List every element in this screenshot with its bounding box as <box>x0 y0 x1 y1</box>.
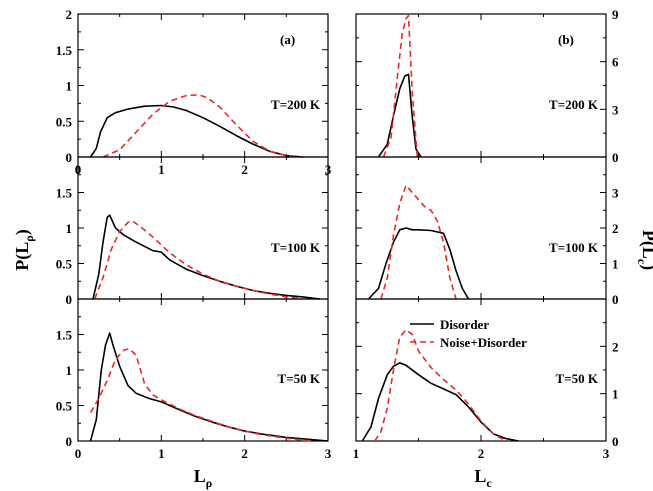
y-tick-label: 3 <box>612 102 619 117</box>
series-noise-disorder <box>382 14 419 158</box>
panel-4: 0 1 2 3 T=100 K <box>355 156 619 307</box>
panel-2: 0 3 6 9 (b) T=200 K <box>355 7 619 165</box>
x-axis-title-right: Lc <box>474 466 492 490</box>
y-tick-label: 0.5 <box>56 257 73 272</box>
series-disorder <box>367 227 470 300</box>
series-disorder <box>92 214 320 300</box>
y-tick-label: 1.5 <box>56 186 73 201</box>
panel-frame <box>355 156 607 300</box>
series-noise-disorder <box>102 94 304 158</box>
x-tick-label: 3 <box>603 446 610 461</box>
y-tick-label: 0 <box>612 292 619 307</box>
x-tick-label: 2 <box>241 446 248 461</box>
series-noise-disorder <box>93 220 304 300</box>
legend-label-disorder: Disorder <box>440 317 489 332</box>
y-tick-label: 2 <box>612 221 619 236</box>
panel-tag: (b) <box>558 32 574 47</box>
temperature-label: T=100 K <box>549 240 599 255</box>
series-noise-disorder <box>374 328 507 442</box>
y-tick-label: 1 <box>66 363 73 378</box>
y-tick-label: 6 <box>612 55 619 70</box>
panel-tag: (a) <box>280 32 295 47</box>
y-axis-title-right: P(Lc) <box>635 230 653 270</box>
series-noise-disorder <box>380 184 457 300</box>
x-tick-label: 3 <box>325 446 332 461</box>
y-tick-label: 0.5 <box>56 399 73 414</box>
panel-3: 0 0.5 1 1.5 T=100 K <box>56 156 329 307</box>
y-tick-label: 3 <box>612 186 619 201</box>
y-tick-label: 2 <box>66 7 73 22</box>
y-tick-label: 0 <box>66 292 73 307</box>
series-noise-disorder <box>89 347 312 442</box>
y-tick-label: 9 <box>612 7 619 22</box>
panel-6: 0 1 2 1 2 3 T=50 K <box>353 298 619 461</box>
temperature-label: T=200 K <box>271 97 321 112</box>
y-tick-label: 1 <box>66 79 73 94</box>
series-disorder <box>89 104 304 158</box>
x-tick-label: 1 <box>158 162 165 177</box>
temperature-label: T=200 K <box>549 97 599 112</box>
x-tick-label: 1 <box>353 446 360 461</box>
y-tick-label: 0 <box>66 434 73 449</box>
legend-label-noise-disorder: Noise+Disorder <box>440 335 527 350</box>
legend: Disorder Noise+Disorder <box>410 317 527 350</box>
x-tick-label: 2 <box>478 446 485 461</box>
y-tick-label: 1.5 <box>56 43 73 58</box>
series-disorder <box>377 73 422 158</box>
temperature-label: T=100 K <box>271 240 321 255</box>
y-tick-label: 1 <box>66 221 73 236</box>
y-tick-label: 0 <box>612 150 619 165</box>
y-tick-label: 1.5 <box>56 328 73 343</box>
y-axis-title-left: P(Lρ) <box>12 229 36 270</box>
y-tick-label: 0 <box>66 150 73 165</box>
temperature-label: T=50 K <box>556 371 599 386</box>
temperature-label: T=50 K <box>278 371 321 386</box>
x-axis-title-left: Lρ <box>194 466 212 490</box>
y-tick-label: 1 <box>612 387 619 402</box>
x-tick-label: 2 <box>241 162 248 177</box>
panel-1: 00.511.520 1 2 3(a)T=200 K <box>56 7 332 177</box>
series-disorder <box>361 362 519 442</box>
y-tick-label: 1 <box>612 257 619 272</box>
y-tick-label: 0.5 <box>56 114 73 129</box>
x-tick-label: 0 <box>75 446 82 461</box>
x-tick-label: 1 <box>158 446 165 461</box>
y-tick-label: 0 <box>612 434 619 449</box>
panel-5: 0 0.5 1 1.5 0 1 2 3 T=50 K <box>56 298 332 461</box>
y-tick-label: 2 <box>612 339 619 354</box>
